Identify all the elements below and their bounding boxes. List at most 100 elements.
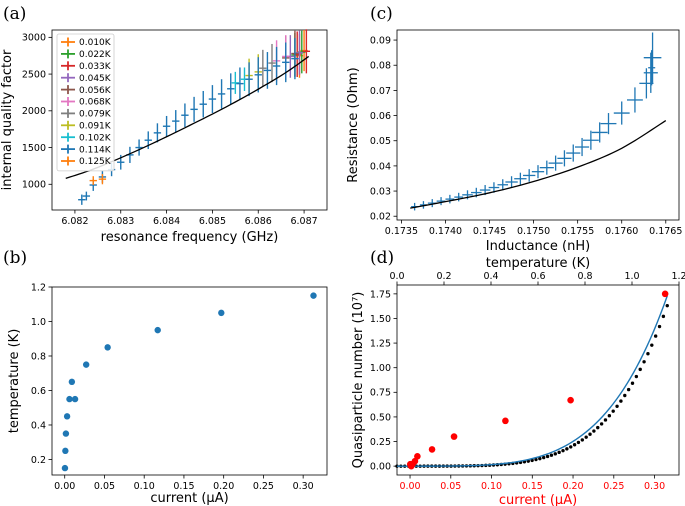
panel-d-dotted-point: [650, 343, 654, 347]
panel-a-x-tick-label: 6.085: [199, 216, 226, 227]
panel-d-x-tick-label: 0.25: [603, 481, 624, 492]
panel-d-dotted-point: [611, 409, 615, 413]
panel-d-dotted-point: [642, 360, 646, 364]
panel-c-y-tick-label: 0.03: [370, 186, 391, 197]
panel-d-y-tick-label: 1.75: [370, 289, 391, 300]
panel-b-y-tick-label: 0.6: [31, 386, 46, 397]
panel-d-dotted-point: [561, 448, 565, 453]
panel-b-point: [62, 447, 69, 455]
panel-c-frame: [396, 29, 680, 221]
panel-d-point: [428, 446, 436, 453]
panel-d-dotted-point: [646, 352, 650, 356]
panel-d-x2-tick-label: 0.2: [436, 271, 451, 282]
panel-b-y-tick-label: 1.0: [31, 317, 46, 328]
panel-b-y-tick-label: 0.2: [31, 455, 46, 466]
panel-b-point: [104, 344, 111, 351]
panel-a: 6.082 6.083 6.084 6.085 6.086 6.087 1000 1500 20…: [0, 4, 328, 245]
panel-c-y-tick-label: 0.08: [370, 61, 391, 72]
panel-d-point: [414, 452, 421, 460]
panel-d-dotted-point: [553, 452, 557, 456]
panel-a-legend-label: 0.022K: [79, 50, 112, 60]
panel-d-x2-tick-label: 0.0: [389, 271, 404, 282]
panel-d-dotted-point: [572, 443, 577, 447]
panel-b-point: [63, 413, 71, 420]
panel-b-point: [62, 430, 70, 437]
panel-d-y-tick-label: 1.25: [370, 338, 391, 349]
panel-c-x-tick-label: 0.1740: [429, 226, 462, 237]
panel-c-x-tick-label: 0.1735: [385, 226, 418, 237]
panel-d-x2-tick-label: 1.2: [671, 271, 685, 282]
panel-d-point: [450, 433, 458, 440]
panel-a-legend-label: 0.010K: [79, 38, 112, 48]
panel-c-xlabel: Inductance (nH): [486, 239, 590, 254]
panel-c-y-tick-label: 0.02: [370, 212, 391, 223]
panel-d-ylabel: Quasiparticle number (10⁷): [351, 292, 366, 469]
panel-d-point: [502, 417, 509, 425]
panel-c-x-tick-label: 0.1765: [649, 226, 682, 237]
panel-a-legend-label: 0.079K: [79, 110, 112, 120]
panel-d-dotted-point: [623, 393, 627, 398]
panel-c: 0.1735 0.1740 0.1745 0.1750 0.1755 0.1760 0.17…: [346, 4, 682, 254]
panel-a-x-tick-label: 6.082: [61, 216, 88, 227]
panel-d-dotted-point: [538, 456, 542, 461]
panel-d-y-tick-label: 1.50: [370, 314, 391, 325]
panel-d-dotted-point: [638, 367, 642, 372]
panel-c-y-tick-label: 0.09: [370, 35, 391, 46]
panel-a-label: (a): [3, 4, 26, 24]
panel-a-x-tick-label: 6.086: [245, 216, 272, 227]
panel-b-y-tick-label: 1.2: [31, 282, 46, 293]
panel-b-point: [68, 378, 76, 386]
panel-c-y-tick-label: 0.04: [370, 161, 391, 172]
panel-d-label: (d): [370, 248, 394, 268]
panel-d-x2-tick-label: 0.6: [530, 271, 545, 282]
panel-d-x-tick-label: 0.05: [440, 481, 461, 492]
panel-a-frame: [51, 29, 328, 211]
panel-d-dotted-point: [603, 418, 608, 422]
panel-d-y-tick-label: 0.50: [370, 412, 391, 423]
panel-d-dotted-point: [657, 324, 662, 329]
panel-b-xlabel: current (μA): [150, 491, 228, 506]
panel-d-x2label: temperature (K): [486, 256, 591, 271]
panel-d-dotted-point: [615, 404, 619, 408]
panel-d-dotted-point: [634, 374, 639, 379]
panel-b-point: [310, 292, 317, 299]
panel-d-x-tick-label: 0.30: [644, 481, 665, 492]
panel-a-legend-label: 0.033K: [79, 62, 112, 72]
panel-d-point: [661, 290, 669, 298]
panel-d-dotted-point: [545, 454, 550, 459]
panel-b-x-tick-label: 0.25: [253, 481, 274, 492]
panel-a-legend: 0.010K 0.022K 0.033K 0.045K 0.056K 0.068K 0.07…: [56, 33, 115, 172]
panel-b-x-tick-label: 0.05: [94, 481, 115, 492]
panel-d-dotted-point: [592, 429, 596, 433]
panel-a-y-tick-label: 1500: [22, 143, 46, 154]
panel-a-y-tick-label: 2500: [22, 69, 46, 80]
panel-d-x-tick-label: 0.10: [481, 481, 502, 492]
panel-d-y-tick-label: 0.00: [370, 462, 391, 473]
panel-a-legend-label: 0.102K: [79, 133, 112, 143]
panel-b-point: [71, 395, 79, 403]
panel-a-ylabel: internal quality factor: [0, 49, 15, 190]
panel-d-point: [567, 396, 574, 404]
panel-c-x-tick-label: 0.1755: [561, 226, 594, 237]
panel-c-x-tick-label: 0.1745: [473, 226, 506, 237]
panel-c-y-tick-label: 0.05: [370, 136, 391, 147]
panel-c-fit-line: [410, 120, 667, 209]
panel-c-y-tick-label: 0.06: [370, 111, 391, 122]
panel-a-y-tick-label: 2000: [22, 106, 46, 117]
panel-d-x2-tick-label: 1.0: [624, 271, 639, 282]
panel-a-y-tick-label: 1000: [22, 180, 46, 191]
panel-d-dotted-point: [630, 381, 635, 385]
panel-d-x2-tick-label: 0.4: [483, 271, 498, 282]
panel-d-dotted-point: [542, 455, 546, 460]
panel-d-x2-tick-label: 0.8: [577, 271, 592, 282]
panel-c-label: (c): [370, 4, 393, 24]
panel-b-point: [61, 464, 69, 472]
panel-b-y-tick-label: 0.4: [31, 420, 46, 431]
panel-b-x-tick-label: 0.10: [134, 481, 155, 492]
panel-d-dotted-point: [569, 445, 573, 449]
panel-d-x-tick-label: 0.20: [562, 481, 583, 492]
panel-d-dotted-point: [584, 435, 588, 439]
panel-b-x-tick-label: 0.15: [173, 481, 194, 492]
panel-a-x-tick-label: 6.084: [153, 216, 180, 227]
panel-c-x-tick-label: 0.1760: [605, 226, 638, 237]
